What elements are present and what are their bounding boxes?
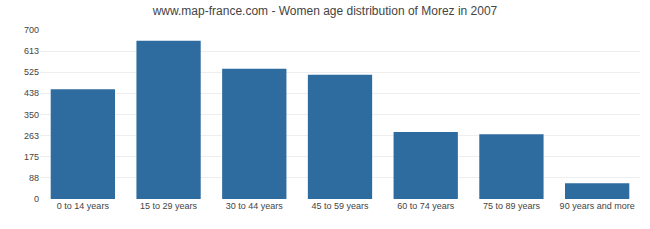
svg-text:15 to 29 years: 15 to 29 years: [140, 201, 198, 211]
svg-text:613: 613: [24, 46, 39, 56]
svg-text:438: 438: [24, 88, 39, 98]
svg-text:88: 88: [29, 173, 39, 183]
svg-text:0: 0: [34, 194, 39, 204]
svg-text:175: 175: [24, 152, 39, 162]
svg-text:350: 350: [24, 110, 39, 120]
svg-text:60 to 74 years: 60 to 74 years: [397, 201, 455, 211]
svg-text:0 to 14 years: 0 to 14 years: [57, 201, 110, 211]
svg-text:75 to 89 years: 75 to 89 years: [483, 201, 541, 211]
svg-text:30 to 44 years: 30 to 44 years: [226, 201, 284, 211]
svg-text:263: 263: [24, 131, 39, 141]
svg-text:525: 525: [24, 67, 39, 77]
svg-text:700: 700: [24, 25, 39, 35]
svg-text:90 years and more: 90 years and more: [560, 201, 635, 211]
svg-text:45 to 59 years: 45 to 59 years: [311, 201, 369, 211]
svg-text:www.map-france.com - Women age: www.map-france.com - Women age distribut…: [152, 4, 498, 18]
